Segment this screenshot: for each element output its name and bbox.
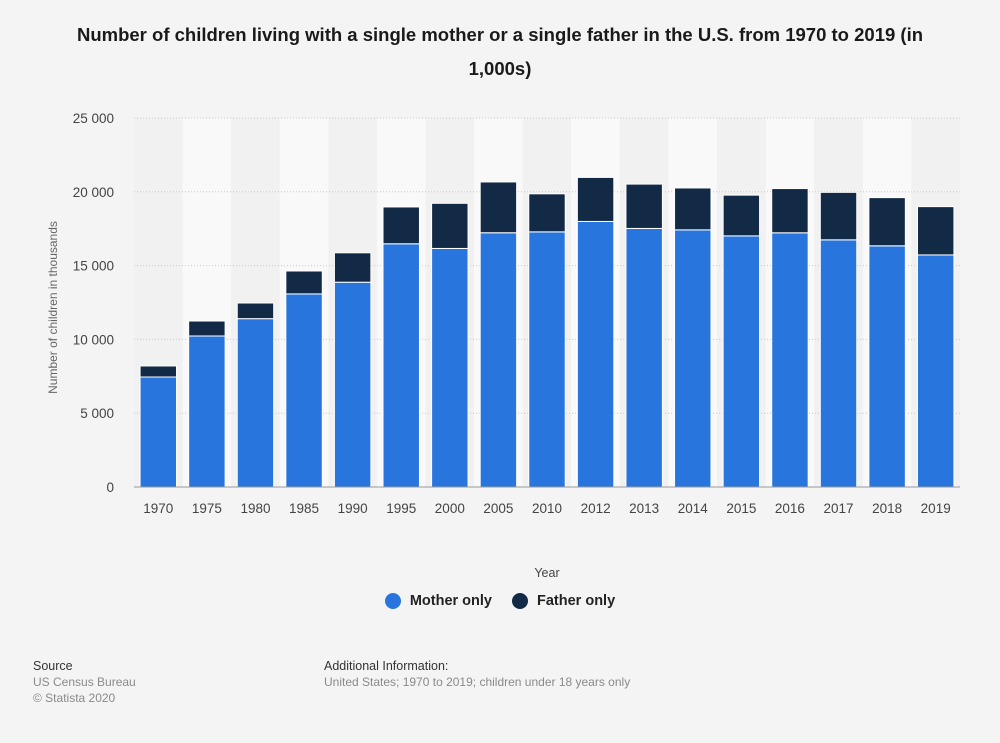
x-tick-label: 2018: [872, 501, 902, 516]
bar-mother-only: [868, 245, 906, 488]
bar-mother-only: [333, 281, 372, 488]
chart-title: Number of children living with a single …: [76, 24, 924, 79]
bar-father-only: [236, 302, 275, 320]
x-tick-label: 2014: [678, 501, 709, 516]
bar-father-only: [333, 252, 372, 283]
bar-mother-only: [819, 239, 858, 488]
x-tick-label: 2017: [824, 501, 854, 516]
legend-swatch-mother-only: [384, 593, 401, 609]
x-tick-label: 2015: [726, 501, 756, 516]
x-tick-label: 2010: [532, 501, 562, 516]
bar-father-only: [139, 365, 178, 378]
bar-father-only: [431, 202, 469, 249]
y-tick-label: 0: [106, 480, 114, 495]
bar-father-only: [722, 194, 761, 237]
x-tick-label: 2012: [581, 501, 611, 516]
additional-info-block: Additional Information: United States; 1…: [324, 658, 630, 690]
x-tick-label: 2016: [775, 501, 805, 516]
bar-mother-only: [674, 229, 712, 488]
y-tick-label: 10 000: [73, 332, 114, 347]
legend-label-mother-only: Mother only: [409, 593, 492, 609]
bar-mother-only: [139, 376, 178, 488]
y-tick-label: 20 000: [73, 185, 114, 200]
bar-mother-only: [382, 243, 420, 488]
bar-father-only: [674, 187, 712, 231]
additional-info-heading: Additional Information:: [324, 659, 449, 673]
bar-mother-only: [528, 231, 566, 488]
bar-mother-only: [916, 254, 955, 488]
bar-father-only: [576, 176, 615, 222]
x-tick-label: 1995: [386, 501, 416, 516]
y-axis-title: Number of children in thousands: [46, 221, 60, 394]
bar-mother-only: [576, 220, 615, 488]
bar-father-only: [188, 320, 226, 337]
x-tick-label: 1970: [143, 501, 173, 516]
x-tick-label: 1990: [338, 501, 368, 516]
bar-father-only: [868, 197, 906, 247]
legend-label-father-only: Father only: [537, 593, 616, 609]
bar-father-only: [285, 270, 323, 295]
bar-mother-only: [479, 232, 518, 488]
x-tick-label: 1975: [192, 501, 222, 516]
bar-mother-only: [188, 335, 226, 488]
x-tick-label: 2013: [629, 501, 659, 516]
legend-swatch-father-only: [512, 593, 528, 609]
y-tick-label: 5 000: [80, 406, 114, 421]
bar-father-only: [528, 193, 566, 233]
x-tick-label: 2019: [921, 501, 951, 516]
legend-item-mother-only[interactable]: Mother only: [384, 593, 492, 609]
bar-father-only: [625, 183, 663, 229]
y-tick-label: 15 000: [73, 259, 114, 274]
additional-info-text: United States; 1970 to 2019; children un…: [324, 675, 631, 689]
source-name-link[interactable]: US Census Bureau: [33, 675, 136, 689]
x-axis-title: Year: [534, 566, 559, 580]
source-block: Source US Census Bureau © Statista 2020: [33, 658, 136, 706]
source-heading: Source: [33, 659, 73, 673]
y-tick-label: 25 000: [73, 111, 114, 126]
legend-item-father-only[interactable]: Father only: [512, 593, 615, 609]
x-tick-label: 1980: [240, 501, 270, 516]
bar-mother-only: [285, 293, 323, 488]
bar-father-only: [771, 188, 809, 234]
x-tick-label: 2000: [435, 501, 465, 516]
bar-father-only: [479, 181, 518, 234]
copyright-text: © Statista 2020: [33, 691, 116, 705]
bar-father-only: [382, 206, 420, 245]
bar-mother-only: [722, 235, 761, 488]
stacked-bar-chart: 0 5 000 10 000 15 000 20 000 25 000 1970 1975 19…: [46, 111, 960, 580]
bar-father-only: [916, 206, 955, 256]
bar-father-only: [819, 191, 858, 241]
chart-legend: Mother only Father only: [0, 593, 1000, 609]
bar-mother-only: [236, 318, 275, 488]
x-tick-label: 2005: [483, 501, 513, 516]
bar-mother-only: [431, 247, 469, 488]
x-tick-label: 1985: [289, 501, 319, 516]
bar-mother-only: [625, 227, 663, 488]
bar-mother-only: [771, 232, 809, 488]
